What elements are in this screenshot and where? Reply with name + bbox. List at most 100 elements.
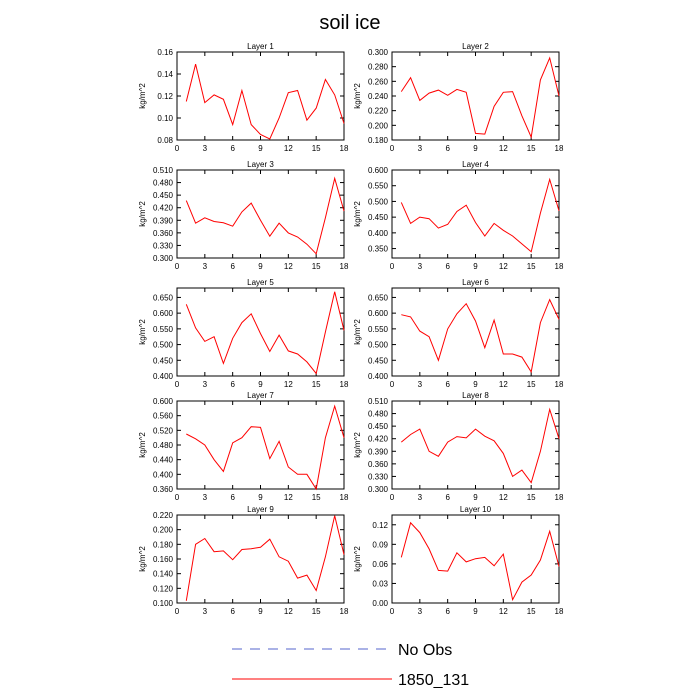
panel-layer-2: Layer 2 kg/m^2 0 3 6 9 12 15 18 0.180 0.200 0.220 0.…: [353, 42, 564, 153]
y-tick-label: 0.100: [153, 599, 174, 608]
y-tick-label: 0.330: [153, 241, 174, 250]
x-tick-label: 6: [445, 262, 450, 271]
x-tick-label: 12: [284, 262, 293, 271]
panel-title-layer-8: Layer 8: [462, 391, 489, 400]
y-tick-label: 0.12: [372, 521, 388, 530]
y-axis-label-layer-8: kg/m^2: [353, 432, 362, 458]
y-tick-label: 0.300: [368, 485, 389, 494]
series-line-1850-131-layer-7: [186, 404, 345, 491]
x-tick-label: 18: [340, 493, 349, 502]
panel-title-layer-6: Layer 6: [462, 278, 489, 287]
y-tick-label: 0.520: [153, 426, 174, 435]
y-tick-label: 0.120: [153, 584, 174, 593]
y-tick-label: 0.390: [368, 447, 389, 456]
x-tick-label: 12: [499, 262, 508, 271]
y-axis-label-layer-1: kg/m^2: [138, 83, 147, 109]
y-tick-label: 0.650: [368, 293, 389, 302]
y-axis-label-layer-2: kg/m^2: [353, 83, 362, 109]
y-tick-label: 0.600: [153, 309, 174, 318]
x-tick-label: 9: [473, 493, 478, 502]
y-tick-label: 0.450: [368, 422, 389, 431]
y-tick-label: 0.12: [157, 92, 173, 101]
y-tick-label: 0.200: [368, 121, 389, 130]
y-tick-label: 0.510: [153, 166, 174, 175]
y-tick-label: 0.00: [372, 599, 388, 608]
x-tick-label: 3: [203, 607, 208, 616]
x-tick-label: 9: [258, 380, 263, 389]
x-tick-label: 3: [203, 144, 208, 153]
plot-frame-layer-8: [391, 400, 560, 490]
panel-layer-1: Layer 1 kg/m^2 0 3 6 9 12 15 18 0.08 0.10 0.12 0.14 0…: [138, 42, 349, 153]
plot-frame-layer-9: [176, 514, 345, 604]
y-axis-label-layer-10: kg/m^2: [353, 546, 362, 572]
panel-title-layer-2: Layer 2: [462, 42, 489, 51]
y-tick-label: 0.14: [157, 70, 173, 79]
y-tick-label: 0.450: [368, 213, 389, 222]
x-tick-label: 9: [258, 144, 263, 153]
x-tick-label: 0: [175, 380, 180, 389]
y-tick-label: 0.450: [368, 356, 389, 365]
panel-title-layer-5: Layer 5: [247, 278, 274, 287]
x-tick-label: 3: [418, 144, 423, 153]
y-tick-label: 0.550: [153, 325, 174, 334]
x-tick-label: 9: [258, 493, 263, 502]
x-tick-label: 15: [312, 493, 321, 502]
x-tick-label: 18: [555, 144, 564, 153]
y-tick-label: 0.280: [368, 63, 389, 72]
plot-frame-layer-1: [176, 51, 345, 141]
y-tick-label: 0.650: [153, 293, 174, 302]
y-axis-label-layer-9: kg/m^2: [138, 546, 147, 572]
y-tick-label: 0.480: [153, 179, 174, 188]
x-tick-label: 12: [284, 144, 293, 153]
legend: No Obs 1850_131: [232, 642, 469, 689]
x-tick-label: 18: [555, 607, 564, 616]
y-tick-label: 0.600: [368, 166, 389, 175]
x-tick-label: 0: [390, 262, 395, 271]
y-tick-label: 0.180: [368, 136, 389, 145]
panel-grid: Layer 1kg/m^20 3 6 9 12 15 180.080.100.120.140…: [138, 42, 564, 616]
panel-layer-3: Layer 3 kg/m^2 0 3 6 9 12 15 18 0.300 0.330 0.360 0.…: [138, 160, 349, 271]
y-tick-label: 0.510: [368, 397, 389, 406]
y-tick-label: 0.550: [368, 182, 389, 191]
x-tick-label: 18: [340, 262, 349, 271]
x-tick-label: 18: [555, 262, 564, 271]
panel-layer-8: Layer 8 kg/m^2 0 3 6 9 12 15 18 0.300 0.330 0.360 0.…: [353, 391, 564, 502]
y-axis-label-layer-5: kg/m^2: [138, 319, 147, 345]
panel-layer-4: Layer 4 kg/m^2 0 3 6 9 12 15 18 0.350 0.400 0.450 0.…: [353, 160, 564, 271]
series-line-1850-131-layer-4: [400, 177, 560, 253]
x-tick-label: 0: [175, 144, 180, 153]
y-axis-label-layer-4: kg/m^2: [353, 201, 362, 227]
x-tick-label: 6: [445, 144, 450, 153]
panel-layer-9: Layer 9 kg/m^2 0 3 6 9 12 15 18 0.100 0.120 0.140 0.…: [138, 505, 349, 616]
series-line-1850-131-layer-5: [185, 291, 345, 375]
y-tick-label: 0.360: [153, 229, 174, 238]
y-tick-label: 0.500: [153, 341, 174, 350]
series-line-1850-131-layer-3: [185, 176, 345, 255]
x-tick-label: 6: [445, 380, 450, 389]
y-tick-label: 0.360: [153, 485, 174, 494]
x-tick-label: 3: [418, 493, 423, 502]
x-tick-label: 9: [473, 144, 478, 153]
x-tick-label: 3: [418, 262, 423, 271]
y-axis-label-layer-3: kg/m^2: [138, 201, 147, 227]
y-tick-label: 0.16: [157, 48, 173, 57]
y-tick-label: 0.440: [153, 456, 174, 465]
x-tick-label: 3: [203, 493, 208, 502]
panel-layer-5: Layer 5 kg/m^2 0 3 6 9 12 15 18 0.400 0.450 0.500 0.…: [138, 278, 349, 389]
y-tick-label: 0.550: [368, 325, 389, 334]
x-tick-label: 3: [203, 262, 208, 271]
x-tick-label: 9: [473, 262, 478, 271]
panel-title-layer-10: Layer 10: [460, 505, 492, 514]
y-tick-label: 0.03: [372, 579, 388, 588]
y-tick-label: 0.220: [368, 107, 389, 116]
y-tick-label: 0.500: [368, 341, 389, 350]
panel-title-layer-7: Layer 7: [247, 391, 274, 400]
x-tick-label: 18: [340, 144, 349, 153]
x-tick-label: 6: [230, 262, 235, 271]
panel-layer-10: Layer 10 kg/m^2 0 3 6 9 12 15 18 0.00 0.03 0.06 0.09…: [353, 505, 564, 616]
x-tick-label: 15: [527, 493, 536, 502]
x-tick-label: 6: [230, 607, 235, 616]
series-line-1850-131-layer-6: [401, 298, 560, 374]
x-tick-label: 0: [175, 607, 180, 616]
